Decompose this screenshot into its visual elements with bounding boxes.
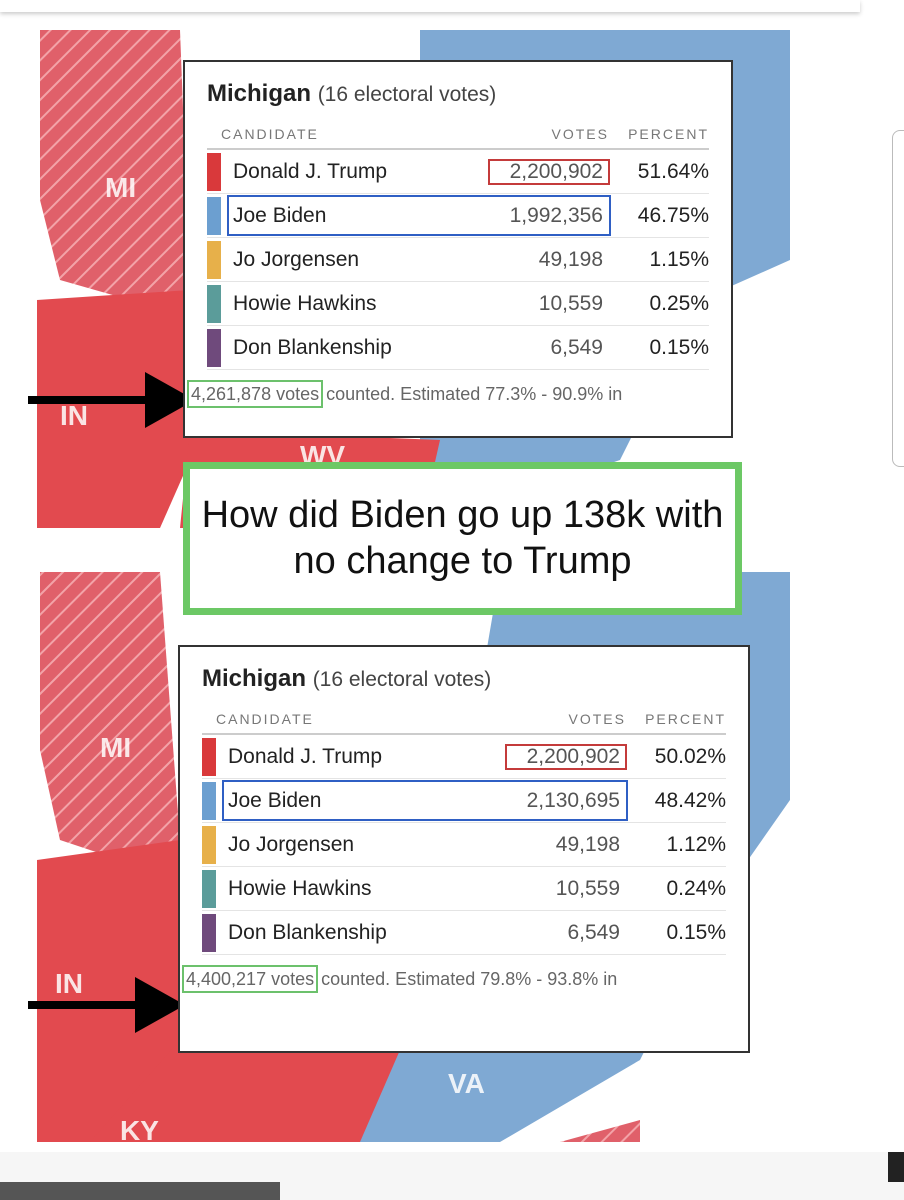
vote-percent: 1.15% [649, 247, 709, 271]
candidate-name: Joe Biden [233, 203, 327, 227]
results-table: CANDIDATE VOTES PERCENT Donald J. Trump 2,20… [202, 711, 726, 955]
party-swatch [207, 284, 221, 323]
state-name: Michigan [202, 665, 307, 692]
candidate-row: Don Blankenship 6,549 0.15% [207, 326, 709, 370]
vote-percent: 0.25% [649, 291, 709, 315]
vote-count: 1,992,356 [509, 203, 603, 227]
candidate-row: Howie Hawkins 10,559 0.25% [207, 282, 709, 326]
candidate-row: Joe Biden 2,130,695 48.42% [202, 779, 726, 823]
side-widget [892, 130, 904, 467]
party-swatch [202, 913, 216, 952]
vote-percent: 50.02% [654, 744, 726, 768]
state-name: Michigan [207, 80, 312, 107]
panel-title: Michigan (16 electoral votes) [202, 665, 726, 693]
results-panel: Michigan (16 electoral votes) CANDIDATE VO… [183, 60, 733, 438]
candidate-name: Don Blankenship [228, 920, 387, 944]
party-swatch [202, 825, 216, 864]
candidate-row: Howie Hawkins 10,559 0.24% [202, 867, 726, 911]
party-swatch [202, 781, 216, 820]
map-label: VA [448, 1068, 485, 1099]
map-label: MI [100, 732, 132, 763]
spacer [202, 711, 216, 727]
vote-percent: 0.15% [649, 335, 709, 359]
candidate-row: Donald J. Trump 2,200,902 50.02% [202, 735, 726, 779]
vote-count: 10,559 [555, 876, 620, 900]
votes-counted: 4,261,878 votes counted. Estimated 77.3%… [186, 380, 709, 408]
map-label: MI [105, 172, 137, 203]
vote-count: 2,200,902 [488, 158, 610, 185]
vote-count: 2,200,902 [505, 743, 627, 770]
column-header: CANDIDATE [216, 711, 314, 727]
candidate-name: Don Blankenship [233, 335, 392, 359]
vote-percent: 46.75% [637, 203, 709, 227]
results-table: CANDIDATE VOTES PERCENT Donald J. Trump 2,20… [207, 126, 709, 370]
candidate-name: Donald J. Trump [233, 159, 388, 183]
party-swatch [207, 328, 221, 367]
vote-count: 6,549 [550, 335, 603, 359]
total-votes: 4,261,878 votes [186, 380, 324, 408]
panel-title: Michigan (16 electoral votes) [207, 80, 709, 108]
party-swatch [207, 196, 221, 235]
candidate-name: Jo Jorgensen [228, 832, 355, 856]
vote-count: 2,130,695 [526, 788, 620, 812]
vote-count: 6,549 [567, 920, 620, 944]
top-bar [0, 0, 860, 12]
vote-percent: 0.24% [666, 876, 726, 900]
candidate-row: Jo Jorgensen 49,198 1.15% [207, 238, 709, 282]
party-swatch [202, 737, 216, 776]
column-header: VOTES [551, 126, 609, 142]
candidate-name: Donald J. Trump [228, 744, 383, 768]
results-panel: Michigan (16 electoral votes) CANDIDATE VO… [178, 645, 750, 1053]
map-label: IN [55, 968, 83, 999]
spacer [207, 126, 221, 142]
party-swatch [207, 240, 221, 279]
vote-percent: 0.15% [666, 920, 726, 944]
candidate-name: Jo Jorgensen [233, 247, 360, 271]
vote-percent: 51.64% [637, 159, 709, 183]
candidate-name: Howie Hawkins [233, 291, 377, 315]
column-header: VOTES [568, 711, 626, 727]
caption: How did Biden go up 138k with no change … [183, 462, 742, 615]
votes-counted: 4,400,217 votes counted. Estimated 79.8%… [181, 965, 726, 993]
electoral-votes: (16 electoral votes) [312, 668, 492, 691]
candidate-row: Donald J. Trump 2,200,902 51.64% [207, 150, 709, 194]
candidate-row: Don Blankenship 6,549 0.15% [202, 911, 726, 955]
candidate-row: Jo Jorgensen 49,198 1.12% [202, 823, 726, 867]
column-header: PERCENT [645, 711, 726, 727]
vote-count: 49,198 [538, 247, 603, 271]
party-swatch [207, 152, 221, 191]
candidate-row: Joe Biden 1,992,356 46.75% [207, 194, 709, 238]
vote-count: 10,559 [538, 291, 603, 315]
total-votes: 4,400,217 votes [181, 965, 319, 993]
vote-percent: 48.42% [654, 788, 726, 812]
vote-percent: 1.12% [666, 832, 726, 856]
map-label: IN [60, 400, 88, 431]
party-swatch [202, 869, 216, 908]
vote-count: 49,198 [555, 832, 620, 856]
electoral-votes: (16 electoral votes) [317, 83, 497, 106]
estimate: counted. Estimated 77.3% - 90.9% in [326, 384, 623, 404]
column-header: PERCENT [628, 126, 709, 142]
table-header: CANDIDATE VOTES PERCENT [207, 126, 709, 150]
estimate: counted. Estimated 79.8% - 93.8% in [321, 969, 618, 989]
candidate-name: Joe Biden [228, 788, 322, 812]
candidate-name: Howie Hawkins [228, 876, 372, 900]
column-header: CANDIDATE [221, 126, 319, 142]
table-header: CANDIDATE VOTES PERCENT [202, 711, 726, 735]
map-label: KY [120, 1115, 159, 1146]
